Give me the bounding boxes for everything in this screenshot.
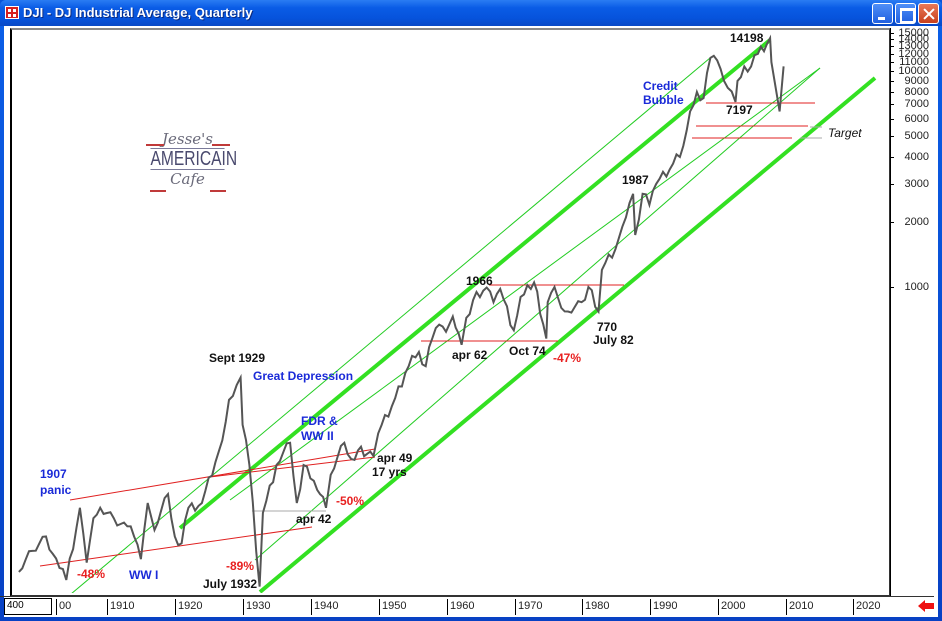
y-tick-mark	[890, 33, 894, 34]
x-tick-label: 1930	[243, 599, 270, 615]
y-tick-label: 6000	[904, 113, 929, 125]
window-title: DJI - DJ Industrial Average, Quarterly	[23, 5, 253, 20]
minimize-button[interactable]	[872, 3, 893, 24]
channel-upper-thin	[71, 57, 711, 593]
y-tick-label: 11000	[899, 56, 929, 68]
annotation-1966: 1966	[466, 274, 493, 288]
annotation-minus50: -50%	[336, 494, 365, 508]
annotation-apr42: apr 42	[296, 512, 332, 526]
x-tick-label: 2020	[853, 599, 880, 615]
x-tick-label: 2010	[786, 599, 813, 615]
annotation-ww1: WW I	[129, 568, 159, 582]
annotation-minus89: -89%	[226, 559, 255, 573]
logo-line1: Jesse's	[162, 130, 213, 148]
x-tick-label: 1990	[650, 599, 677, 615]
plot-area[interactable]	[10, 28, 890, 596]
annotation-apr62: apr 62	[452, 348, 488, 362]
annotation-oct74: Oct 74	[509, 344, 546, 358]
close-button[interactable]	[918, 3, 939, 24]
y-tick-label: 1000	[904, 281, 929, 293]
y-tick-label: 3000	[904, 178, 929, 190]
logo-jesses-americain-cafe: Jesse's AMERICAIN Cafe	[140, 130, 238, 202]
y-tick-mark	[890, 46, 894, 47]
x-tick-label: 1960	[447, 599, 474, 615]
annotation-sept1929: Sept 1929	[209, 351, 266, 365]
y-tick-mark	[890, 39, 894, 40]
y-tick-label: 8000	[904, 86, 929, 98]
back-arrow-icon[interactable]	[918, 600, 934, 612]
annotation-apr49: apr 49	[377, 451, 413, 465]
annotation-770: 770	[597, 320, 618, 334]
annotation-1907: 1907	[40, 467, 67, 481]
annotation-ww2: WW II	[301, 429, 334, 443]
y-tick-label: 10000	[898, 65, 929, 77]
maximize-button[interactable]	[895, 3, 916, 24]
x-tick-label: 1980	[582, 599, 609, 615]
x-tick-label: 00	[56, 599, 71, 615]
y-tick-label: 5000	[904, 130, 929, 142]
y-tick-mark	[890, 92, 894, 93]
y-tick-label: 12000	[898, 48, 929, 60]
logo-line2: AMERICAIN	[150, 148, 238, 170]
x-tick-label: 1950	[379, 599, 406, 615]
annotation-14198: 14198	[730, 31, 764, 45]
y-tick-mark	[890, 54, 894, 55]
y-tick-label: 14000	[898, 33, 929, 45]
annotation-target: Target	[828, 126, 862, 140]
y-tick-label: 15000	[898, 27, 929, 39]
y-axis-line	[890, 28, 891, 596]
y-tick-mark	[890, 222, 894, 223]
annotation-july82: July 82	[593, 333, 634, 347]
y-tick-label: 2000	[904, 216, 929, 228]
y-tick-label: 13000	[898, 40, 929, 52]
y-tick-mark	[890, 119, 894, 120]
annotation-minus47: -47%	[553, 351, 582, 365]
annotation-credit: Credit	[643, 79, 678, 93]
y-tick-mark	[890, 104, 894, 105]
annotation-7197: 7197	[726, 103, 753, 117]
logo-line3: Cafe	[170, 170, 205, 188]
x-tick-label: 1940	[311, 599, 338, 615]
y-tick-mark	[890, 184, 894, 185]
annotation-1987: 1987	[622, 173, 649, 187]
annotation-july1932: July 1932	[203, 577, 258, 591]
x-axis	[0, 596, 934, 617]
channel-upper-thick	[178, 38, 772, 530]
x-tick-label: 2000	[718, 599, 745, 615]
trend-upper-red	[69, 448, 376, 501]
y-tick-label: 9000	[904, 75, 929, 87]
y-tick-label: 4000	[904, 151, 929, 163]
app-icon	[5, 6, 19, 19]
annotation-fdr: FDR &	[301, 414, 338, 428]
x-tick-label: 1910	[107, 599, 134, 615]
annotation-great-depression: Great Depression	[253, 369, 354, 383]
channel-mid-thin	[229, 67, 821, 501]
annotation-minus48: -48%	[77, 567, 106, 581]
scale-box[interactable]: 400	[4, 598, 52, 615]
annotation-bubble: Bubble	[643, 93, 684, 107]
annotation-panic: panic	[40, 483, 72, 497]
y-tick-mark	[890, 71, 894, 72]
annotation-17yrs: 17 yrs	[372, 465, 407, 479]
x-tick-label: 1920	[175, 599, 202, 615]
y-tick-label: 7000	[904, 98, 929, 110]
title-bar[interactable]: DJI - DJ Industrial Average, Quarterly	[0, 0, 942, 26]
y-tick-mark	[890, 136, 894, 137]
y-tick-mark	[890, 62, 894, 63]
y-tick-mark	[890, 287, 894, 288]
channel-lower-thick	[258, 76, 877, 593]
y-tick-mark	[890, 157, 894, 158]
x-tick-label: 1970	[515, 599, 542, 615]
price-series	[18, 34, 785, 587]
y-tick-mark	[890, 81, 894, 82]
